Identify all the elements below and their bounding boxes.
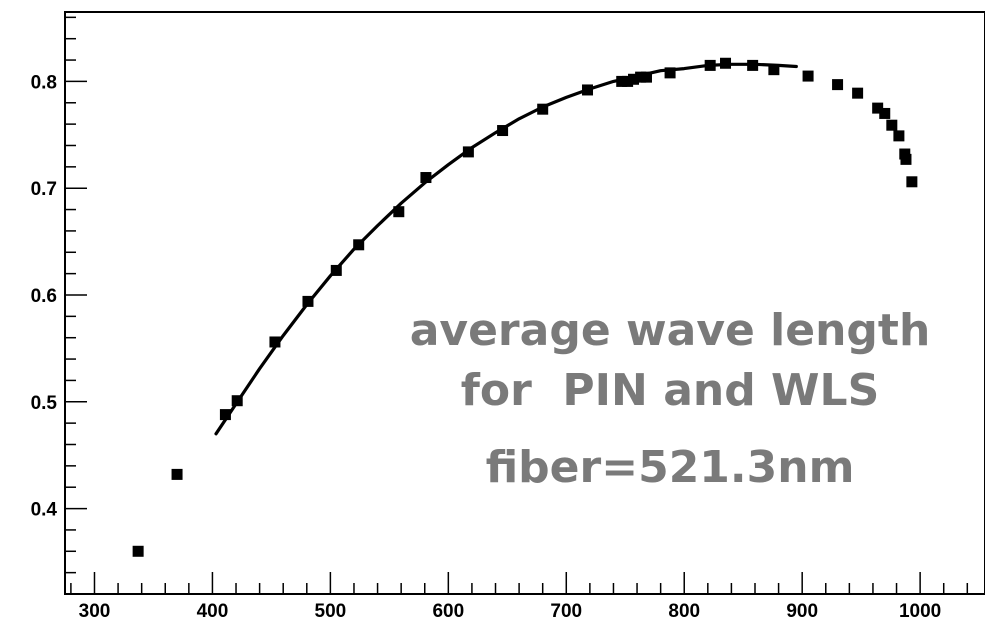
x-tick-label: 1000 — [899, 601, 941, 622]
data-point — [802, 70, 814, 82]
data-point — [219, 409, 231, 421]
data-point — [462, 146, 474, 158]
data-point — [886, 119, 898, 131]
data-point — [664, 67, 676, 79]
data-point — [906, 176, 918, 188]
data-point — [420, 172, 432, 184]
data-point — [171, 468, 183, 480]
annotation-line-2: for PIN and WLS — [461, 365, 880, 416]
data-point — [768, 64, 780, 76]
data-point — [393, 206, 405, 218]
annotation-line-1: average wave length — [410, 305, 931, 356]
x-tick-label: 400 — [197, 601, 229, 622]
data-point — [852, 87, 864, 99]
y-tick-label: 0.6 — [31, 286, 57, 307]
data-point — [537, 103, 549, 115]
x-tick-label: 900 — [786, 601, 818, 622]
data-point — [747, 59, 759, 71]
x-axis-ticks: 300 400 500 600 700 800 900 1000 — [70, 572, 969, 622]
x-tick-label: 800 — [668, 601, 700, 622]
data-point — [879, 107, 891, 119]
data-point — [302, 295, 314, 307]
y-tick-label: 0.7 — [31, 179, 57, 200]
data-point — [231, 395, 243, 407]
data-point — [330, 264, 342, 276]
y-tick-label: 0.8 — [31, 72, 57, 93]
data-point — [900, 153, 912, 165]
data-point — [616, 75, 628, 87]
data-point — [872, 102, 884, 114]
data-point — [640, 71, 652, 83]
data-point — [269, 336, 281, 348]
x-tick-label: 600 — [432, 601, 464, 622]
x-tick-label: 700 — [550, 601, 582, 622]
y-axis-ticks: 0.4 0.5 0.6 0.7 0.8 — [31, 16, 87, 595]
data-point — [704, 59, 716, 71]
data-point — [893, 130, 905, 142]
data-point — [132, 545, 144, 557]
data-point — [353, 239, 365, 251]
y-tick-label: 0.4 — [31, 500, 58, 521]
annotation-line-3: fiber=521.3nm — [486, 442, 855, 493]
data-point — [720, 57, 732, 69]
data-point — [497, 125, 509, 137]
plot-frame — [64, 11, 985, 595]
y-tick-label: 0.5 — [31, 393, 58, 414]
data-points-layer — [132, 57, 918, 557]
data-point — [628, 73, 640, 85]
x-tick-label: 500 — [315, 601, 347, 622]
x-tick-label: 300 — [79, 601, 111, 622]
data-point — [832, 79, 844, 91]
data-point — [622, 75, 634, 87]
data-point — [582, 84, 594, 96]
data-point — [635, 71, 647, 83]
